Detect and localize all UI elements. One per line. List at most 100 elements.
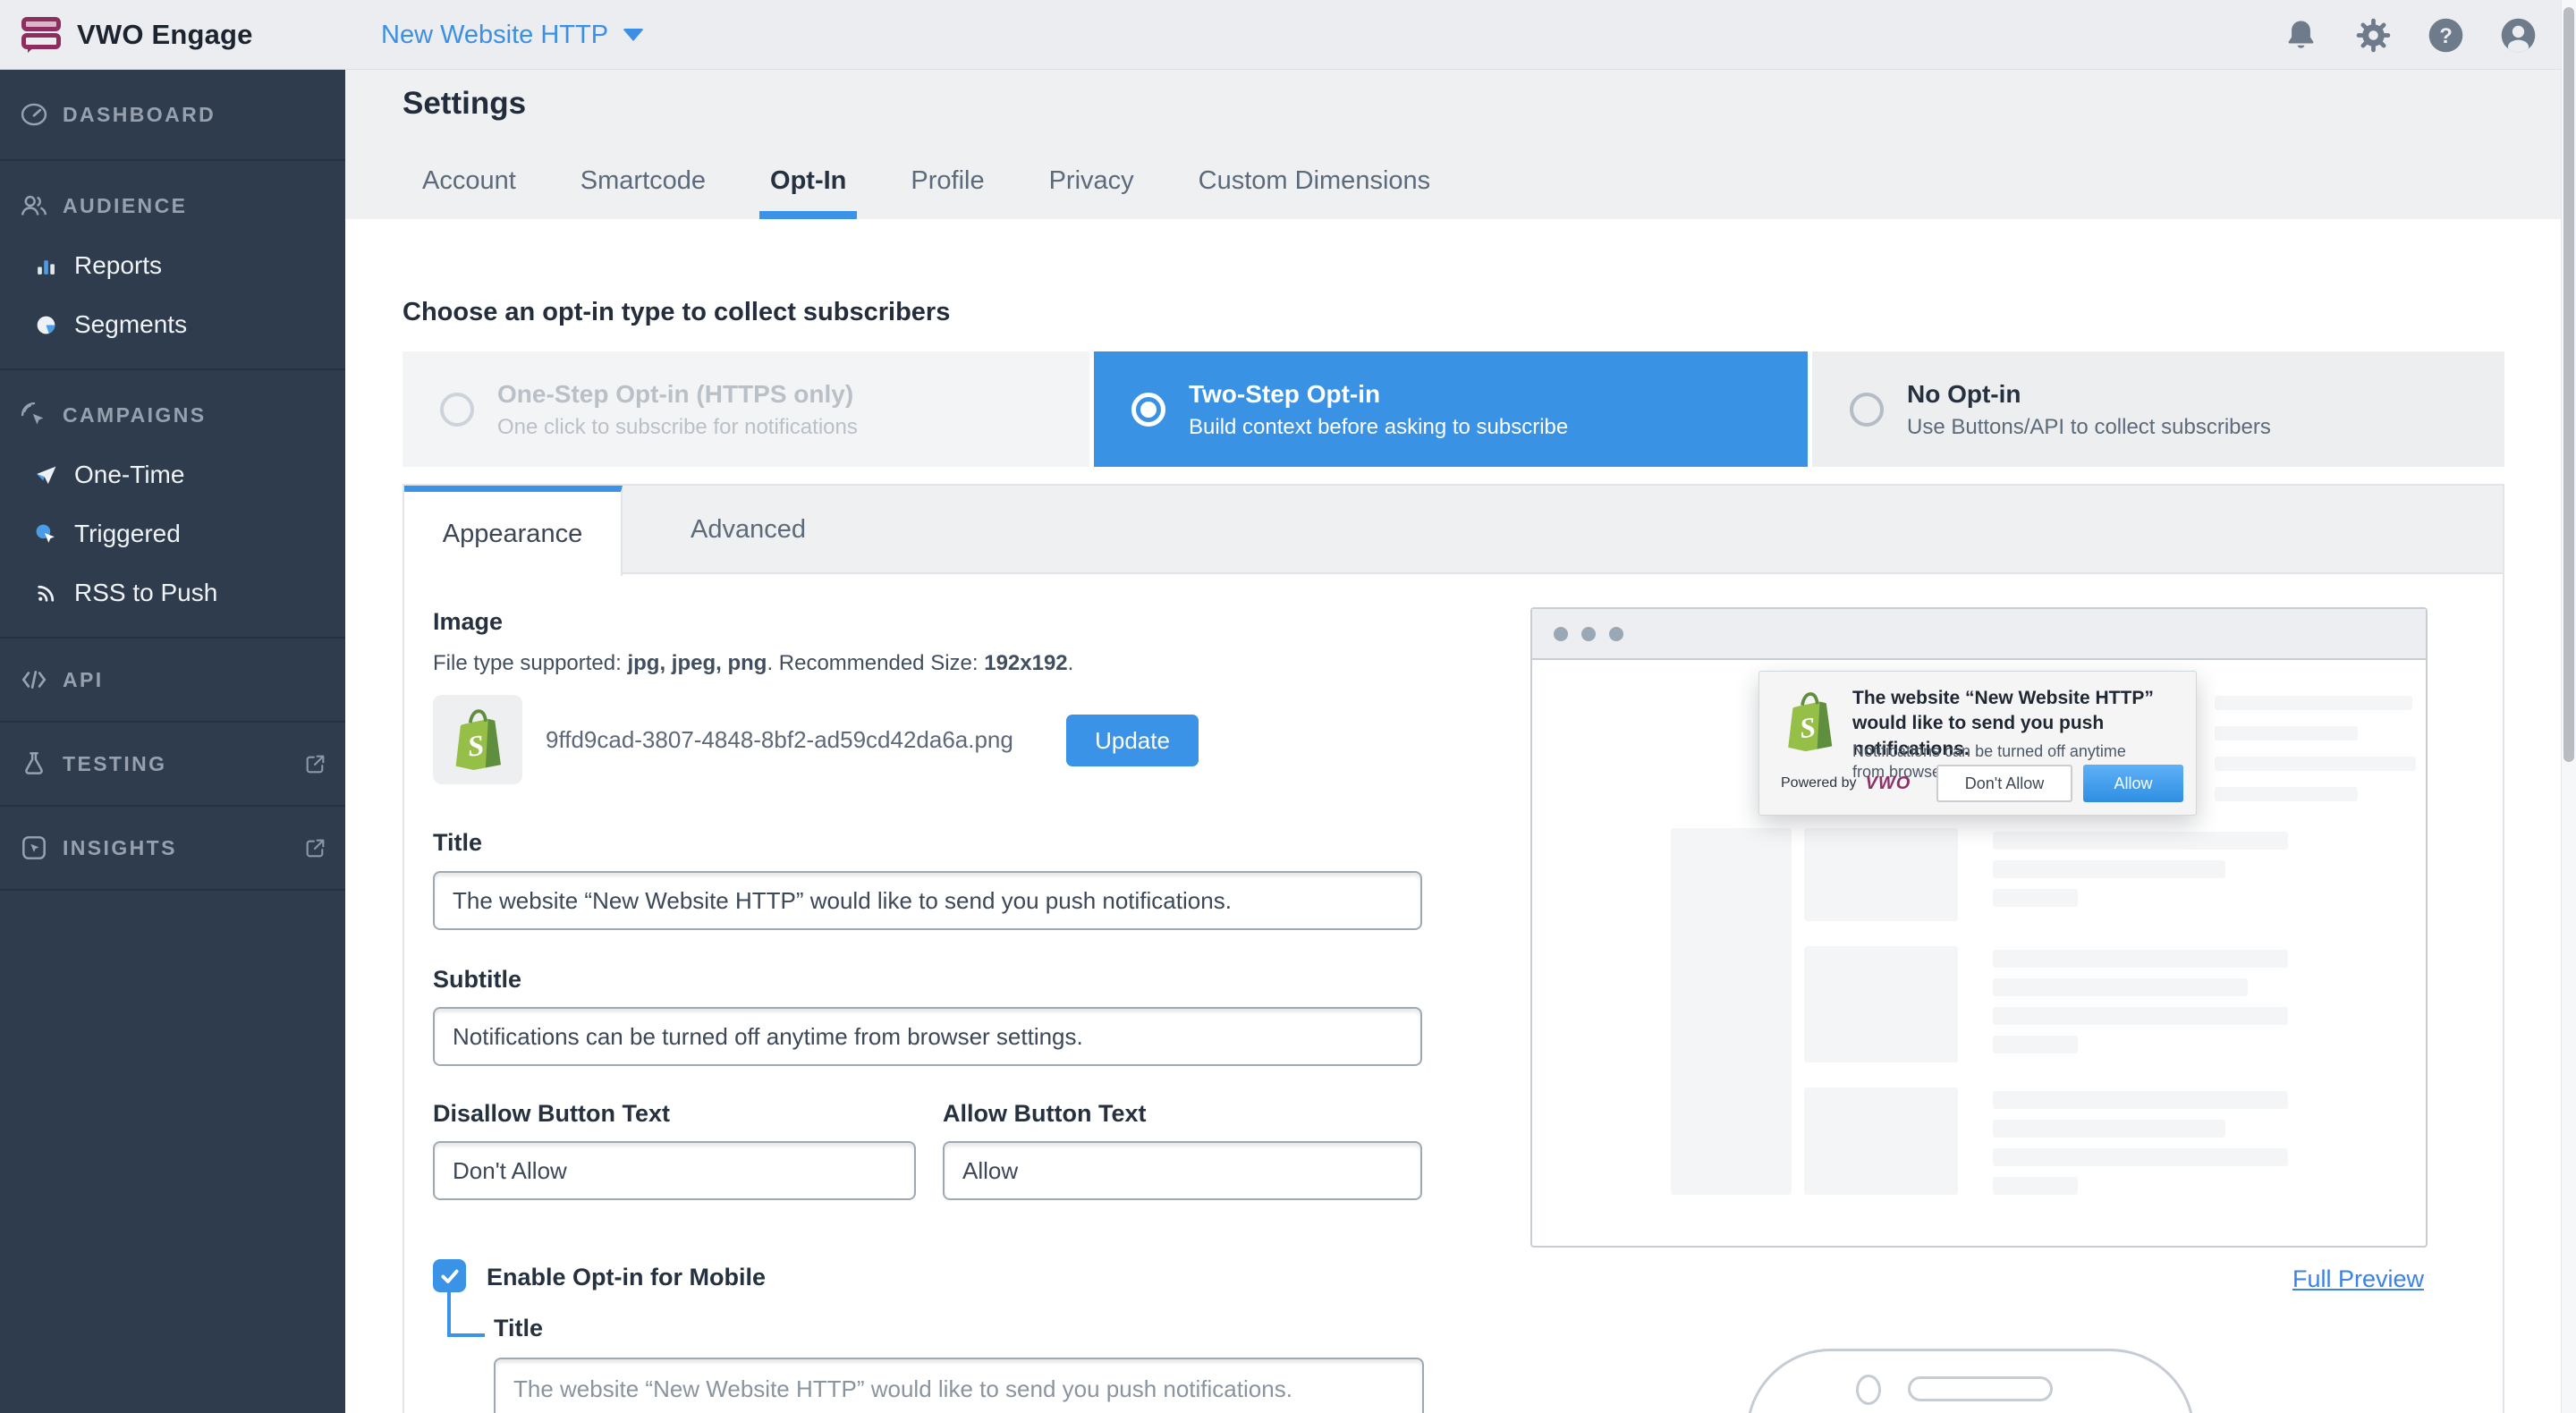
sidebar-item-label: INSIGHTS bbox=[63, 835, 177, 859]
checkmark-icon bbox=[440, 1269, 459, 1283]
rss-icon bbox=[34, 581, 58, 605]
connector-line bbox=[447, 1292, 451, 1337]
title-input[interactable] bbox=[433, 871, 1422, 930]
sidebar-item-segments[interactable]: Segments bbox=[0, 295, 345, 354]
topbar-icons: ? bbox=[2283, 0, 2537, 70]
mobile-title-input[interactable] bbox=[494, 1358, 1424, 1413]
phone-camera-icon bbox=[1856, 1375, 1881, 1405]
panel-tab-appearance[interactable]: Appearance bbox=[404, 486, 623, 576]
browser-preview-frame: S The website “New Website HTTP” would l… bbox=[1530, 607, 2428, 1248]
radio-selected-icon[interactable] bbox=[1131, 392, 1165, 427]
sidebar-item-label: CAMPAIGNS bbox=[63, 402, 207, 427]
sidebar-item-reports[interactable]: Reports bbox=[0, 236, 345, 295]
panel-tabs: Appearance Advanced bbox=[404, 486, 2503, 576]
tab-custom-dimensions[interactable]: Custom Dimensions bbox=[1198, 166, 1431, 195]
enable-mobile-optin-checkbox[interactable] bbox=[433, 1259, 466, 1292]
optin-options: One-Step Opt-in (HTTPS only) One click to… bbox=[402, 351, 2504, 467]
notifications-bell-icon[interactable] bbox=[2283, 17, 2319, 54]
optin-option-one-step-opt-in-https-only-[interactable]: One-Step Opt-in (HTTPS only) One click to… bbox=[402, 351, 1089, 467]
phone-speaker-icon bbox=[1908, 1376, 2053, 1401]
sidebar-item-audience[interactable]: AUDIENCE bbox=[0, 175, 345, 236]
enable-mobile-optin-label: Enable Opt-in for Mobile bbox=[487, 1264, 766, 1290]
skeleton-block bbox=[1804, 828, 1958, 921]
preview-allow-button[interactable]: Allow bbox=[2083, 765, 2183, 802]
project-selector[interactable]: New Website HTTP bbox=[376, 0, 649, 70]
skeleton-block bbox=[1993, 950, 2288, 968]
page-title: Settings bbox=[402, 86, 527, 121]
sidebar-item-label: RSS to Push bbox=[74, 579, 218, 606]
skeleton-block bbox=[1804, 946, 1958, 1062]
optin-preview-dialog: S The website “New Website HTTP” would l… bbox=[1758, 671, 2197, 816]
sidebar-item-label: Triggered bbox=[74, 520, 181, 547]
disallow-button-text-input[interactable] bbox=[433, 1141, 916, 1200]
sidebar-item-label: Reports bbox=[74, 251, 163, 279]
sidebar-item-one-time[interactable]: One-Time bbox=[0, 445, 345, 504]
tab-opt-in[interactable]: Opt-In bbox=[758, 166, 858, 219]
sidebar-nav: DASHBOARD AUDIENCE Reports Segments CAMPAIGN… bbox=[0, 70, 345, 891]
skeleton-block bbox=[1993, 1091, 2288, 1109]
sidebar-item-campaigns[interactable]: CAMPAIGNS bbox=[0, 385, 345, 445]
sidebar-item-label: DASHBOARD bbox=[63, 102, 216, 126]
subtitle-input[interactable] bbox=[433, 1007, 1422, 1066]
option-subtitle: One click to subscribe for notifications bbox=[497, 414, 858, 439]
image-label: Image bbox=[433, 608, 504, 635]
image-hint: File type supported: jpg, jpeg, png. Rec… bbox=[433, 651, 1074, 675]
title-label: Title bbox=[433, 829, 483, 856]
tab-smartcode[interactable]: Smartcode bbox=[580, 166, 707, 195]
skeleton-block bbox=[1804, 1087, 1958, 1195]
tab-privacy[interactable]: Privacy bbox=[1048, 166, 1134, 195]
sidebar-section: DASHBOARD bbox=[0, 70, 345, 161]
option-title: One-Step Opt-in (HTTPS only) bbox=[497, 380, 854, 409]
optin-option-two-step-opt-in[interactable]: Two-Step Opt-in Build context before aski… bbox=[1094, 351, 1808, 467]
allow-button-text-input[interactable] bbox=[943, 1141, 1422, 1200]
settings-header: Settings Account Smartcode Opt-In Profile Pr… bbox=[345, 70, 2576, 219]
sidebar-item-rss-to-push[interactable]: RSS to Push bbox=[0, 563, 345, 622]
sidebar-item-testing[interactable]: TESTING bbox=[0, 733, 345, 794]
panel-tab-advanced[interactable]: Advanced bbox=[691, 515, 806, 544]
option-subtitle: Use Buttons/API to collect subscribers bbox=[1907, 414, 2271, 439]
skeleton-block bbox=[1993, 889, 2078, 907]
settings-tabs: Account Smartcode Opt-In Profile Privacy Cust… bbox=[422, 166, 1430, 219]
sidebar-item-triggered[interactable]: Triggered bbox=[0, 504, 345, 563]
svg-text:S: S bbox=[466, 730, 486, 764]
sidebar-item-label: TESTING bbox=[63, 751, 167, 775]
vwo-logo: VWO bbox=[1865, 773, 1911, 793]
settings-gear-icon[interactable] bbox=[2355, 17, 2392, 54]
external-link-icon bbox=[303, 836, 327, 860]
optin-option-no-opt-in[interactable]: No Opt-in Use Buttons/API to collect subs… bbox=[1812, 351, 2504, 467]
skeleton-block bbox=[2215, 757, 2416, 771]
flask-icon bbox=[20, 749, 48, 778]
skeleton-block bbox=[1671, 828, 1792, 1195]
preview-dont-allow-button[interactable]: Don't Allow bbox=[1936, 765, 2072, 802]
scrollbar-thumb[interactable] bbox=[2563, 7, 2574, 762]
sidebar-item-dashboard[interactable]: DASHBOARD bbox=[0, 84, 345, 145]
radio-unselected-icon[interactable] bbox=[440, 392, 474, 427]
browser-dot-icon bbox=[1609, 626, 1623, 641]
radio-unselected-icon[interactable] bbox=[1850, 392, 1884, 427]
skeleton-block bbox=[2215, 787, 2358, 801]
project-name: New Website HTTP bbox=[381, 20, 609, 49]
sidebar-item-api[interactable]: API bbox=[0, 649, 345, 710]
user-avatar-icon[interactable] bbox=[2500, 17, 2537, 54]
skeleton-block bbox=[1993, 832, 2288, 850]
optin-image-thumbnail: S bbox=[433, 695, 522, 784]
brand-name: VWO Engage bbox=[77, 19, 253, 50]
full-preview-link[interactable]: Full Preview bbox=[2292, 1265, 2424, 1292]
vwo-engage-logo-icon bbox=[21, 15, 63, 55]
skeleton-block bbox=[2215, 726, 2358, 740]
tab-profile[interactable]: Profile bbox=[911, 166, 985, 195]
code-icon bbox=[20, 665, 48, 694]
help-icon[interactable]: ? bbox=[2428, 17, 2464, 54]
sidebar-item-insights[interactable]: INSIGHTS bbox=[0, 817, 345, 878]
tab-account[interactable]: Account bbox=[422, 166, 516, 195]
bar-chart-icon bbox=[34, 254, 58, 278]
chevron-down-icon bbox=[623, 29, 645, 41]
disallow-button-text-label: Disallow Button Text bbox=[433, 1100, 671, 1127]
sidebar-section: TESTING bbox=[0, 723, 345, 807]
mobile-phone-preview bbox=[1746, 1349, 2195, 1413]
connector-line bbox=[447, 1333, 485, 1337]
browser-preview-body: S The website “New Website HTTP” would l… bbox=[1532, 662, 2426, 1246]
skeleton-block bbox=[1993, 1148, 2288, 1166]
update-image-button[interactable]: Update bbox=[1066, 715, 1199, 766]
gauge-icon bbox=[20, 100, 48, 129]
